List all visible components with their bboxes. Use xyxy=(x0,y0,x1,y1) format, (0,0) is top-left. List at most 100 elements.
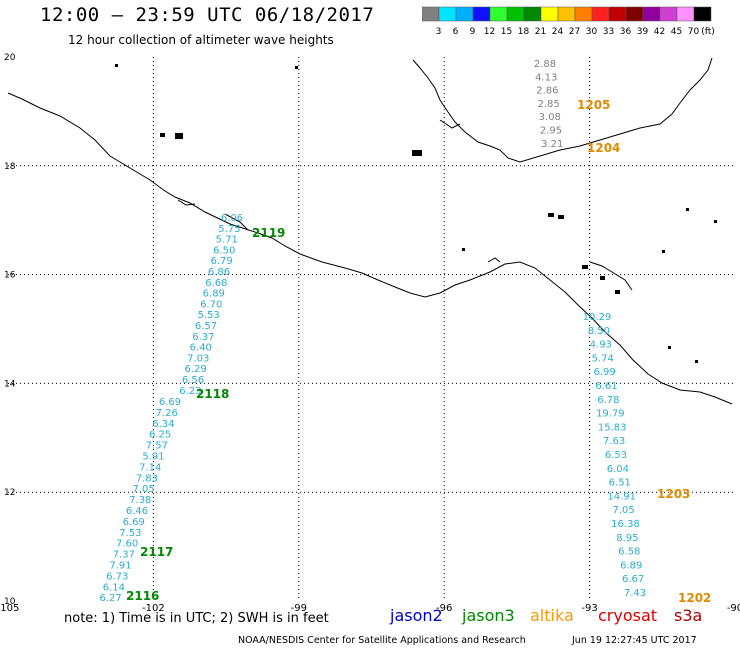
satellite-legend-altika: altika xyxy=(530,606,574,625)
legend-tick-label: 33 xyxy=(603,27,614,37)
swh-value-label: 6.89 xyxy=(620,560,642,571)
swh-value-label: 3.08 xyxy=(539,112,561,123)
legend-tick-label: 18 xyxy=(518,27,530,37)
swh-value-label: 6.79 xyxy=(210,256,232,267)
swh-value-label: 8.50 xyxy=(588,326,610,337)
swh-value-label: 6.06 xyxy=(221,213,243,224)
swh-value-label: 6.58 xyxy=(618,547,640,558)
swh-value-label: 6.40 xyxy=(190,343,212,354)
lon-tick-label: -102 xyxy=(142,603,165,614)
swh-value-label: 6.23 xyxy=(179,386,201,397)
legend-scale: 3 6 9 12 15 18 21 24 27 30 33 36 39 42 45 70 (ft) xyxy=(422,6,715,37)
legend-tick-label: 27 xyxy=(569,27,580,37)
pass-time-label: 1203 xyxy=(657,487,690,501)
swh-value-label: 6.50 xyxy=(213,245,235,256)
swh-value-label: 6.56 xyxy=(182,375,204,386)
swh-value-label: 7.53 xyxy=(119,528,141,539)
swh-value-label: 6.25 xyxy=(149,430,171,441)
swh-value-label: 7.91 xyxy=(109,561,131,572)
swh-value-label: 7.03 xyxy=(187,353,209,364)
swh-value-label: 5.75 xyxy=(218,224,240,235)
swh-value-label: 6.34 xyxy=(152,419,174,430)
swh-value-label: 7.37 xyxy=(113,550,135,561)
swh-value-label: 6.78 xyxy=(597,395,619,406)
lon-tick-label: -90 xyxy=(727,603,740,614)
legend-tick-label: 45 xyxy=(671,27,682,37)
legend-tick-label: 21 xyxy=(535,27,546,37)
satellite-tracks: 6.065.755.716.506.796.866.686.896.705.53… xyxy=(99,59,711,605)
swh-value-label: 19.79 xyxy=(596,409,625,420)
swh-value-label: 3.21 xyxy=(541,139,563,150)
pass-time-label: 2119 xyxy=(252,226,285,240)
swh-value-label: 2.85 xyxy=(537,99,559,110)
swh-value-label: 10.29 xyxy=(583,312,612,323)
coastline-gulf xyxy=(412,57,713,163)
swh-value-label: 6.04 xyxy=(607,464,629,475)
pass-time-label: 1205 xyxy=(577,98,610,112)
footer-note: note: 1) Time is in UTC; 2) SWH is in fe… xyxy=(64,611,329,626)
swh-value-label: 8.95 xyxy=(616,533,638,544)
swh-value-label: 6.37 xyxy=(192,332,214,343)
swh-value-label: 6.29 xyxy=(184,364,206,375)
swh-value-label: 6.73 xyxy=(106,571,128,582)
swh-value-label: 4.93 xyxy=(590,340,612,351)
swh-value-label: 7.43 xyxy=(624,588,646,599)
credit-line: NOAA/NESDIS Center for Satellite Applica… xyxy=(238,635,526,646)
chart-subtitle: 12 hour collection of altimeter wave hei… xyxy=(68,33,334,47)
swh-value-label: 16.38 xyxy=(611,519,640,530)
coastline-mexico xyxy=(7,92,733,405)
swh-value-label: 7.14 xyxy=(139,462,161,473)
swh-value-label: 5.91 xyxy=(142,452,164,463)
lat-tick-label: 12 xyxy=(4,488,15,498)
legend-tick-label: 70 xyxy=(688,27,700,37)
swh-value-label: 6.61 xyxy=(595,381,617,392)
swh-value-label: 7.63 xyxy=(603,436,625,447)
swh-value-label: 6.46 xyxy=(126,506,148,517)
legend-tick-label: 15 xyxy=(501,27,512,37)
lat-tick-label: 10 xyxy=(4,597,16,607)
swh-value-label: 7.60 xyxy=(116,539,138,550)
legend-tick-label: 30 xyxy=(586,27,598,37)
pass-time-label: 2116 xyxy=(126,589,159,603)
swh-value-label: 6.68 xyxy=(205,278,227,289)
swh-value-label: 14.91 xyxy=(607,491,636,502)
legend-unit: (ft) xyxy=(701,27,715,37)
swh-value-label: 15.83 xyxy=(598,422,627,433)
swh-value-label: 7.05 xyxy=(612,505,634,516)
swh-value-label: 6.69 xyxy=(159,397,181,408)
lon-tick-label: -99 xyxy=(291,603,307,614)
pass-time-label: 1204 xyxy=(587,141,620,155)
legend-tick-label: 3 xyxy=(436,27,442,37)
swh-value-label: 7.57 xyxy=(146,441,168,452)
color-legend: 3 6 9 12 15 18 21 24 27 30 33 36 39 42 45 70 (ft) xyxy=(422,6,728,38)
lat-tick-label: 16 xyxy=(4,271,16,281)
legend-swatch xyxy=(693,6,712,22)
pass-time-label: 1202 xyxy=(678,591,711,605)
chart-title: 12:00 – 23:59 UTC 06/18/2017 xyxy=(40,4,375,26)
legend-tick-label: 9 xyxy=(470,27,476,37)
swh-value-label: 6.67 xyxy=(622,574,644,585)
legend-tick-label: 12 xyxy=(484,27,495,37)
lat-tick-label: 20 xyxy=(4,53,16,63)
swh-value-label: 6.14 xyxy=(103,582,125,593)
swh-value-label: 6.57 xyxy=(195,321,217,332)
satellite-legend-jason2: jason2 xyxy=(390,606,443,625)
legend-tick-label: 42 xyxy=(654,27,665,37)
satellite-legend-s3a: s3a xyxy=(674,606,703,625)
generated-timestamp: Jun 19 12:27:45 UTC 2017 xyxy=(572,635,697,646)
swh-value-label: 2.95 xyxy=(540,126,562,137)
satellite-legend-jason3: jason3 xyxy=(462,606,515,625)
lon-tick-label: -105 xyxy=(0,603,19,614)
lon-tick-label: -96 xyxy=(436,603,452,614)
swh-value-label: 2.88 xyxy=(534,59,556,70)
lat-tick-label: 14 xyxy=(4,379,16,389)
swh-value-label: 6.27 xyxy=(99,593,121,604)
axis-labels: -105 -102 -99 -96 -93 -90 20 18 16 14 12 10 xyxy=(0,53,740,614)
legend-tick-label: 6 xyxy=(453,27,459,37)
legend-tick-label: 24 xyxy=(552,27,564,37)
swh-value-label: 2.86 xyxy=(536,86,558,97)
swh-value-label: 6.70 xyxy=(200,299,222,310)
swh-value-label: 7.26 xyxy=(156,408,178,419)
pass-time-label: 2118 xyxy=(196,387,229,401)
